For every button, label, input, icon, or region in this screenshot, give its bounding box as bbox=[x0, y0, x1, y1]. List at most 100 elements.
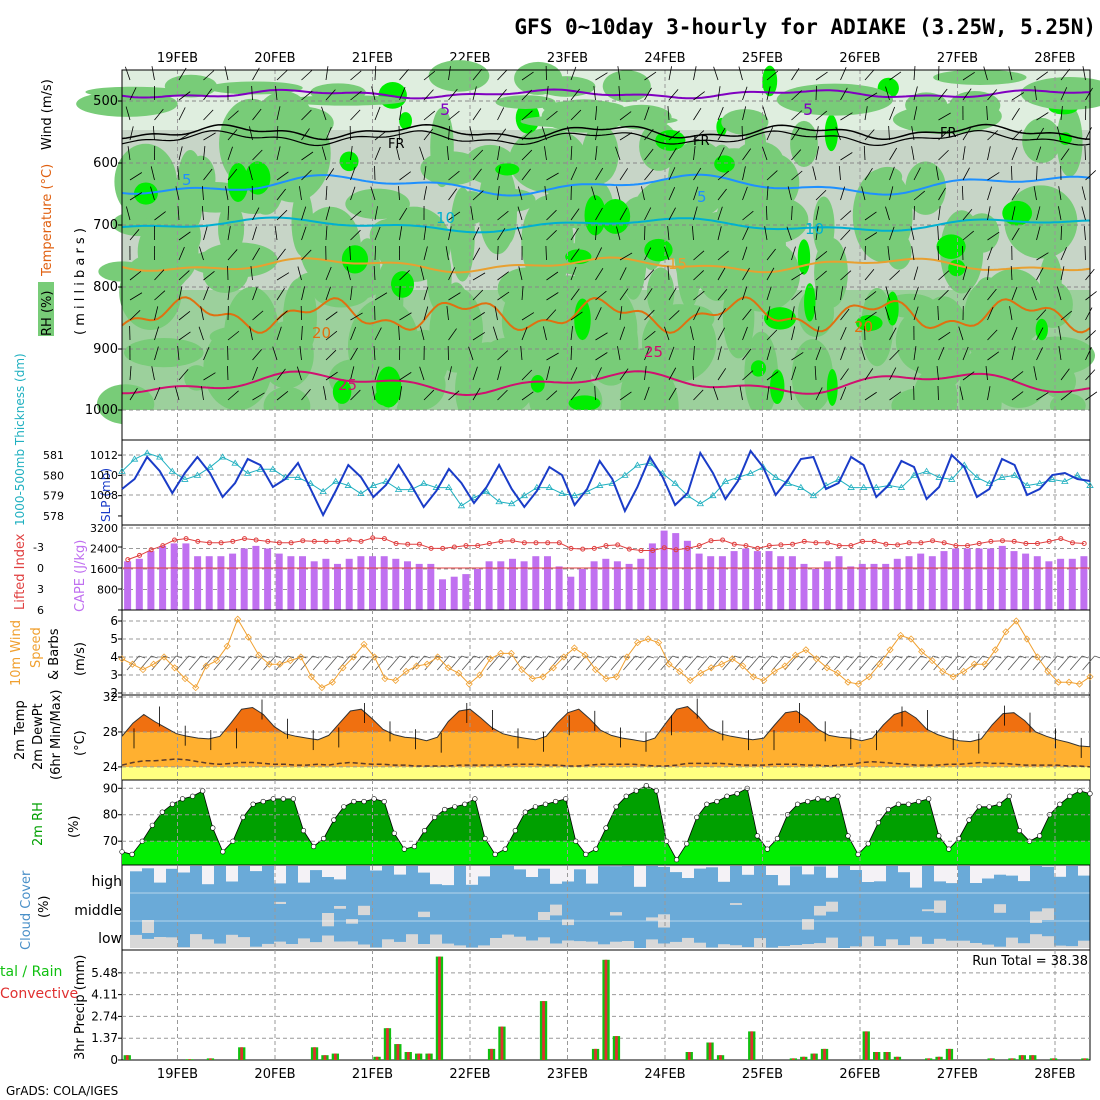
cloud-high-block bbox=[166, 866, 178, 869]
wind-barb bbox=[546, 110, 558, 121]
bottom-date-label: 26FEB bbox=[839, 1067, 880, 1082]
wind-barb bbox=[1036, 309, 1047, 321]
surface-wind-barb-flag bbox=[461, 655, 468, 659]
wind-barb bbox=[913, 86, 918, 101]
cloud-low-block bbox=[922, 943, 934, 948]
wind-barb bbox=[889, 147, 898, 161]
cloud-low-block bbox=[238, 937, 250, 948]
wind-barb bbox=[615, 146, 621, 161]
cloud-high-block bbox=[274, 866, 286, 884]
wind-barb bbox=[815, 71, 828, 81]
thickness-marker bbox=[973, 473, 981, 480]
cape-bar bbox=[287, 556, 295, 610]
y-tick-label: 581 bbox=[43, 449, 64, 462]
wind-barb bbox=[350, 166, 356, 181]
wind-barb bbox=[570, 66, 577, 81]
cape-bar bbox=[450, 576, 458, 610]
cloud-low-block bbox=[430, 934, 442, 948]
cloud-high-block bbox=[226, 866, 238, 882]
cloud-high-block bbox=[826, 866, 838, 878]
thickness-marker bbox=[357, 489, 365, 497]
wind-barb bbox=[472, 312, 485, 321]
surface-wind-barb-flag bbox=[920, 655, 927, 659]
wind-barb bbox=[546, 352, 559, 361]
wind-barb bbox=[742, 308, 752, 321]
wind-speed-marker bbox=[1012, 617, 1020, 625]
cloud-low-block bbox=[502, 934, 514, 948]
surface-wind-barb bbox=[945, 655, 959, 671]
precip-convective-bar bbox=[125, 1055, 129, 1060]
cloud-low-block bbox=[706, 947, 718, 948]
wind-barb bbox=[448, 328, 457, 341]
thickness-marker bbox=[1061, 477, 1069, 484]
cloud-high-block bbox=[130, 866, 142, 872]
lifted-index-marker bbox=[311, 538, 317, 544]
wind-barb bbox=[423, 186, 427, 201]
rh-marker bbox=[341, 804, 347, 810]
wind-speed-marker bbox=[1033, 653, 1041, 661]
surface-wind-barb-flag bbox=[325, 655, 332, 659]
wind-speed-marker bbox=[402, 667, 410, 675]
cape-bar bbox=[497, 561, 505, 610]
cloud-high-block bbox=[514, 866, 526, 870]
wind-barb bbox=[815, 387, 823, 401]
cloud-high-block bbox=[670, 866, 682, 873]
wind-barb bbox=[276, 146, 281, 161]
wind-barb bbox=[301, 389, 311, 401]
wind-barb bbox=[884, 306, 890, 321]
wind-barb bbox=[1011, 206, 1016, 221]
cloud-high-block bbox=[154, 866, 166, 883]
cape-bar bbox=[322, 558, 330, 611]
wind-barb bbox=[762, 146, 768, 161]
thickness-marker bbox=[558, 489, 566, 497]
rh-marker bbox=[1067, 793, 1073, 799]
lifted-index-marker bbox=[323, 538, 329, 544]
cloud-high-block bbox=[298, 866, 310, 883]
wind-barb bbox=[423, 166, 427, 181]
surface-wind-barb bbox=[263, 655, 276, 671]
wind-speed-marker bbox=[623, 653, 631, 661]
wind-barb bbox=[1084, 145, 1086, 161]
thickness-marker bbox=[709, 491, 717, 499]
wind-barb bbox=[544, 146, 547, 161]
wind-barb bbox=[815, 146, 820, 161]
cloud-high-block bbox=[442, 866, 454, 886]
wind-barb bbox=[252, 226, 257, 241]
lifted-index-marker bbox=[906, 540, 912, 546]
cape-ylabel-cape: CAPE (J/kg) bbox=[73, 540, 88, 612]
wind-barb bbox=[154, 108, 164, 121]
rh-marker bbox=[976, 804, 982, 810]
precip-convective-bar bbox=[406, 1052, 410, 1060]
wind-barb bbox=[668, 130, 680, 141]
upper-ylabel-temp: Temperature (°C) bbox=[40, 164, 55, 277]
lifted-index-marker bbox=[720, 537, 726, 543]
thickness-marker bbox=[847, 483, 855, 490]
cape-bar bbox=[345, 558, 353, 611]
isotherm-10 bbox=[121, 216, 1091, 234]
thickness-marker bbox=[156, 453, 164, 460]
wind-barb bbox=[938, 289, 949, 301]
surface-wind-barb-flag bbox=[536, 655, 543, 659]
lifted-index-marker bbox=[836, 543, 842, 549]
surface-wind-barb-flag bbox=[759, 655, 766, 659]
lifted-index-marker bbox=[766, 543, 772, 549]
rh-marker bbox=[149, 822, 155, 828]
rh-marker bbox=[764, 846, 770, 852]
wind-barb bbox=[742, 210, 754, 221]
wind-barb bbox=[1085, 170, 1097, 181]
surface-wind-barb bbox=[896, 655, 909, 671]
temp-ylabel-3: (6hr Min/Max) bbox=[49, 690, 64, 780]
lifted-index-marker bbox=[218, 540, 224, 546]
rh-marker bbox=[1016, 827, 1023, 834]
wind-barb bbox=[1036, 71, 1049, 81]
y-tick-label: 0 bbox=[37, 562, 44, 575]
wind-speed-marker bbox=[665, 660, 673, 668]
surface-wind-barb bbox=[536, 655, 549, 671]
wind-barb bbox=[791, 110, 803, 121]
wind-barb bbox=[1011, 227, 1020, 241]
isotherm-label-5c: 5 bbox=[182, 171, 192, 189]
wind-barb bbox=[497, 350, 509, 361]
wind-barb bbox=[938, 130, 950, 141]
y-tick-label: 4 bbox=[110, 650, 118, 664]
surface-wind-barb bbox=[238, 655, 251, 671]
